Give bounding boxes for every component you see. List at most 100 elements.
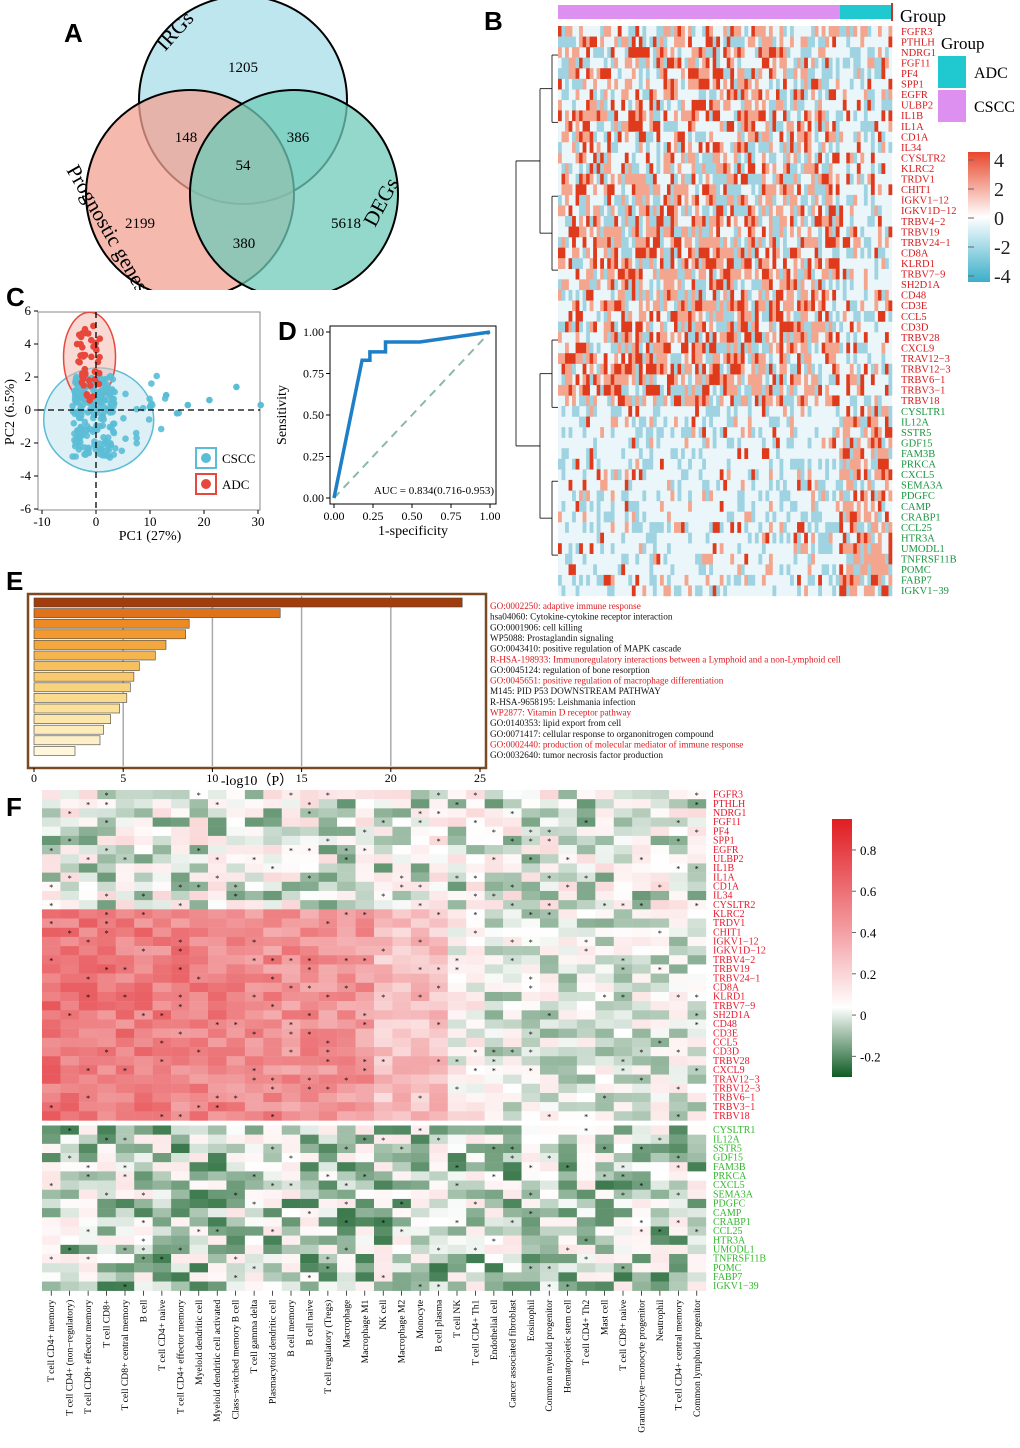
gene-label: NDRG1 bbox=[901, 48, 936, 59]
gene-label: KLRD1 bbox=[901, 259, 935, 270]
correlation-cell bbox=[374, 881, 393, 892]
heatmap-cell bbox=[702, 564, 706, 576]
heatmap-cell bbox=[558, 110, 562, 122]
correlation-cell bbox=[521, 1092, 541, 1103]
heatmap-cell bbox=[596, 110, 601, 122]
correlation-cell bbox=[410, 1019, 430, 1029]
correlation-cell bbox=[226, 845, 246, 855]
heatmap-cell bbox=[768, 110, 773, 122]
heatmap-cell bbox=[853, 406, 858, 417]
heatmap-cell bbox=[638, 321, 643, 333]
correlation-cell bbox=[337, 808, 356, 818]
heatmap-cell bbox=[811, 374, 815, 386]
heatmap-cell bbox=[575, 332, 580, 343]
heatmap-cell bbox=[677, 300, 682, 312]
correlation-cell bbox=[632, 790, 651, 800]
heatmap-cell bbox=[772, 374, 777, 386]
correlation-cell bbox=[42, 826, 61, 837]
correlation-cell bbox=[429, 909, 448, 919]
heatmap-cell bbox=[751, 121, 756, 132]
heatmap-cell bbox=[561, 363, 566, 375]
heatmap-cell bbox=[712, 78, 717, 90]
heatmap-cell bbox=[719, 300, 724, 312]
correlation-cell bbox=[281, 1065, 301, 1075]
venn-diagram: IRGs Prognostic genes DEGs 1205 148 386 … bbox=[62, 0, 404, 290]
correlation-cell bbox=[613, 854, 633, 864]
heatmap-cell bbox=[726, 163, 731, 174]
heatmap-cell bbox=[761, 131, 766, 143]
heatmap-cell bbox=[624, 363, 629, 375]
pca-point-cscc bbox=[148, 380, 155, 387]
heatmap-cell bbox=[631, 522, 636, 533]
heatmap-cell bbox=[856, 448, 861, 459]
heatmap-cell bbox=[593, 184, 597, 196]
heatmap-cell bbox=[565, 184, 569, 196]
heatmap-cell bbox=[649, 258, 654, 269]
heatmap-cell bbox=[730, 395, 735, 407]
heatmap-cell bbox=[582, 205, 587, 217]
correlation-cell bbox=[447, 890, 467, 901]
heatmap-cell bbox=[600, 89, 605, 101]
pca-point-adc bbox=[80, 382, 87, 389]
correlation-cell bbox=[189, 1056, 209, 1066]
correlation-cell bbox=[613, 991, 633, 1002]
heatmap-cell bbox=[737, 564, 742, 576]
correlation-cell bbox=[650, 1074, 670, 1084]
significance-mark: * bbox=[344, 911, 348, 920]
heatmap-cell bbox=[705, 194, 710, 206]
pca-point-cscc bbox=[81, 418, 89, 426]
heatmap-cell bbox=[881, 68, 886, 79]
heatmap-cell bbox=[761, 363, 766, 375]
correlation-cell bbox=[171, 890, 190, 901]
heatmap-cell bbox=[863, 501, 868, 512]
heatmap-cell bbox=[754, 78, 759, 90]
correlation-cell bbox=[484, 845, 504, 855]
correlation-cell bbox=[632, 799, 651, 809]
correlation-cell bbox=[208, 1019, 227, 1029]
correlation-cell bbox=[466, 826, 485, 837]
heatmap-cell bbox=[684, 194, 689, 206]
heatmap-cell bbox=[712, 289, 717, 301]
correlation-cell bbox=[429, 817, 448, 827]
heatmap-cell bbox=[712, 173, 717, 185]
heatmap-cell bbox=[775, 384, 780, 396]
correlation-cell bbox=[355, 1083, 375, 1094]
heatmap-cell bbox=[621, 332, 626, 343]
heatmap-cell bbox=[726, 289, 731, 301]
correlation-cell bbox=[410, 1092, 430, 1103]
heatmap-cell bbox=[624, 163, 629, 174]
heatmap-cell bbox=[716, 205, 721, 217]
heatmap-cell bbox=[645, 532, 650, 544]
heatmap-cell bbox=[642, 184, 647, 196]
heatmap-cell bbox=[635, 363, 640, 375]
heatmap-cell bbox=[579, 26, 583, 37]
heatmap-cell bbox=[821, 543, 826, 554]
correlation-cell bbox=[374, 817, 393, 827]
heatmap-cell bbox=[846, 511, 851, 523]
enrichment-bar bbox=[33, 746, 76, 756]
heatmap-cell bbox=[659, 36, 664, 48]
heatmap-cell bbox=[754, 342, 759, 354]
heatmap-cell bbox=[726, 216, 731, 227]
heatmap-cell bbox=[818, 511, 822, 523]
heatmap-cell bbox=[846, 332, 851, 343]
correlation-cell bbox=[281, 1037, 301, 1048]
heatmap-cell bbox=[568, 311, 573, 322]
correlation-cell bbox=[60, 1065, 80, 1075]
correlation-cell bbox=[521, 1065, 541, 1075]
heatmap-cell bbox=[716, 321, 721, 333]
heatmap-cell bbox=[670, 26, 675, 37]
correlation-cell bbox=[60, 890, 80, 901]
heatmap-cell bbox=[730, 89, 735, 101]
heatmap-cell bbox=[642, 110, 647, 122]
heatmap-cell bbox=[579, 416, 583, 428]
heatmap-cell bbox=[702, 57, 706, 69]
heatmap-cell bbox=[652, 57, 657, 69]
heatmap-cell bbox=[698, 363, 703, 375]
heatmap-cell bbox=[586, 194, 590, 206]
heatmap-cell bbox=[863, 99, 868, 111]
significance-mark: * bbox=[437, 810, 441, 819]
heatmap-cell bbox=[768, 26, 773, 37]
heatmap-cell bbox=[881, 448, 886, 459]
heatmap-cell bbox=[610, 289, 615, 301]
